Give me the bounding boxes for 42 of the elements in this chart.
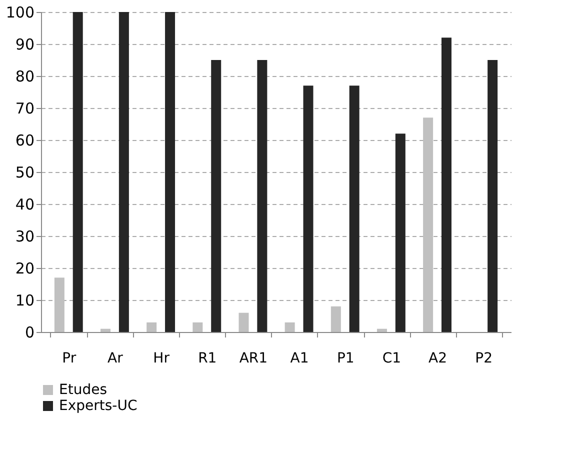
x-tick-label: Pr	[62, 350, 76, 366]
x-tick-label: Ar	[108, 350, 124, 366]
bar	[303, 86, 314, 332]
y-tick-label: 90	[15, 36, 34, 54]
y-tick-label: 30	[15, 228, 34, 246]
legend-label: Experts-UC	[59, 398, 138, 414]
legend-label: Etudes	[59, 382, 108, 398]
y-tick-label: 40	[15, 196, 34, 214]
bar	[395, 134, 406, 332]
bar	[165, 12, 176, 332]
x-tick-label: A2	[428, 350, 448, 366]
bar	[192, 322, 203, 332]
x-tick-label: P1	[336, 350, 354, 366]
bar	[257, 60, 268, 332]
y-tick-label: 80	[15, 68, 34, 86]
y-tick-label: 10	[15, 292, 34, 310]
y-tick-label: 70	[15, 100, 34, 118]
y-tick-label: 50	[15, 164, 34, 182]
x-tick-label: Hr	[153, 350, 170, 366]
y-tick-label: 0	[24, 324, 34, 342]
y-tick-label: 100	[6, 4, 34, 22]
y-tick-label: 20	[15, 260, 34, 278]
x-tick-label: R1	[198, 350, 217, 366]
bar	[349, 86, 360, 332]
bar	[118, 12, 129, 332]
bar	[441, 38, 452, 332]
bar	[146, 322, 157, 332]
x-tick-label: AR1	[239, 350, 268, 366]
x-tick-label: A1	[290, 350, 309, 366]
y-tick-label: 60	[15, 132, 34, 150]
bar	[211, 60, 222, 332]
x-tick-label: C1	[382, 350, 402, 366]
bar	[376, 328, 387, 332]
x-tick-label: P2	[475, 350, 493, 366]
bar	[423, 118, 434, 332]
bar	[488, 60, 498, 332]
bar	[238, 312, 249, 332]
bar	[330, 306, 341, 332]
bar	[54, 278, 64, 332]
bar	[284, 322, 295, 332]
bar	[100, 328, 111, 332]
bar	[72, 12, 83, 332]
